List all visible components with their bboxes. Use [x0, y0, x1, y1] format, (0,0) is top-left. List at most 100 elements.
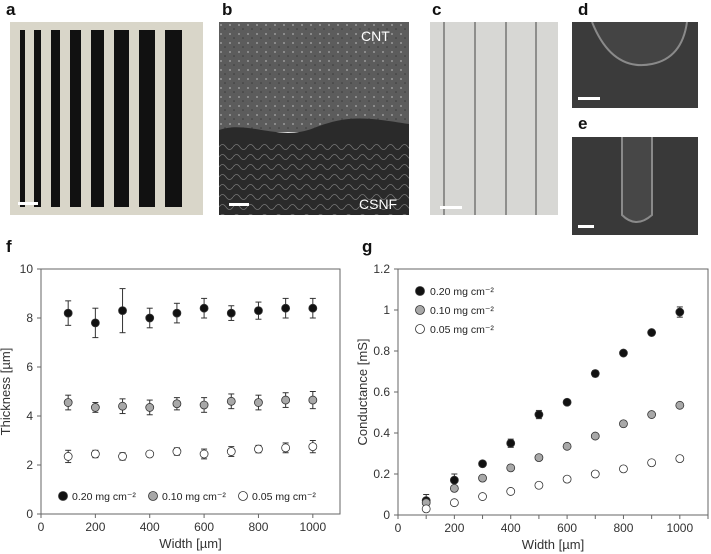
data-point [647, 458, 657, 468]
data-point [534, 453, 544, 463]
printed-stripe [34, 30, 41, 207]
data-point [254, 306, 263, 316]
data-point [308, 303, 318, 313]
data-point [254, 444, 263, 454]
printed-stripe [139, 30, 155, 207]
x-tick-label: 600 [557, 521, 577, 535]
data-point [281, 303, 291, 313]
data-point [281, 395, 291, 405]
data-point [647, 410, 657, 419]
panel-label-d: d [578, 0, 589, 19]
data-point [590, 431, 600, 441]
optical-trench-image [430, 22, 558, 215]
data-point [226, 308, 236, 318]
data-point [199, 303, 209, 313]
y-tick-label: 0 [383, 508, 390, 522]
legend-label: 0.20 mg cm⁻² [430, 286, 494, 298]
data-point [145, 449, 155, 459]
y-tick-label: 1.2 [373, 262, 390, 276]
sem-detail-e [572, 137, 698, 235]
y-tick-label: 0.4 [373, 426, 390, 440]
data-point [172, 447, 182, 456]
x-tick-label: 400 [501, 521, 521, 535]
scale-bar [18, 202, 38, 205]
plot-frame [40, 268, 341, 515]
x-axis-title: Width [µm] [159, 536, 221, 551]
data-point [534, 480, 544, 490]
data-point [172, 399, 182, 409]
printed-stripe [165, 30, 182, 207]
scale-bar [578, 225, 594, 228]
panel-label-b: b [222, 0, 233, 19]
thickness-chart: 0 200 400 600 800 1000 0 2 4 6 8 10 Width [µm] Thickn… [0, 262, 341, 551]
printed-stripe [70, 30, 81, 207]
data-point [619, 419, 628, 429]
data-point [226, 396, 236, 406]
data-point [281, 443, 291, 453]
y-tick-label: 0 [26, 507, 33, 521]
data-point [63, 452, 73, 461]
data-point [675, 400, 685, 410]
data-point [506, 438, 516, 448]
legend-marker [148, 491, 158, 501]
y-axis-title: Thickness [µm] [0, 348, 13, 436]
y-tick-label: 10 [20, 262, 34, 276]
data-point [421, 504, 431, 514]
sem-detail-image-e [572, 137, 698, 235]
legend-label: 0.10 mg cm⁻² [430, 305, 494, 317]
cross-section-micrograph: CNT CSNF [219, 22, 409, 215]
y-tick-label: 4 [26, 409, 33, 423]
y-axis-title: Conductance [mS] [355, 339, 370, 446]
data-point [478, 492, 487, 501]
data-point [562, 397, 572, 407]
x-tick-label: 1000 [299, 520, 326, 534]
legend-label: 0.05 mg cm⁻² [252, 491, 316, 503]
data-point [308, 395, 318, 405]
x-tick-label: 0 [395, 521, 402, 535]
data-point [506, 487, 516, 496]
legend-marker [415, 324, 425, 334]
legend-marker [415, 286, 425, 296]
data-point [145, 403, 155, 412]
data-point [675, 307, 685, 317]
data-point [478, 473, 487, 483]
cnt-layer-label: CNT [361, 28, 390, 44]
data-point [90, 318, 100, 328]
data-point [199, 400, 209, 410]
printed-stripe [20, 30, 25, 207]
y-tick-label: 2 [26, 458, 33, 472]
x-tick-label: 0 [38, 520, 45, 534]
x-tick-label: 600 [194, 520, 214, 534]
data-point [118, 306, 127, 316]
data-point [63, 308, 73, 318]
panel-label-g: g [362, 237, 373, 256]
data-point [63, 398, 73, 407]
data-point [590, 369, 600, 378]
data-point [562, 441, 572, 451]
legend-label: 0.05 mg cm⁻² [430, 324, 494, 336]
y-tick-label: 8 [26, 311, 33, 325]
y-tick-label: 0.6 [373, 385, 390, 399]
x-axis-title: Width [µm] [522, 537, 584, 552]
data-point [226, 447, 236, 456]
scale-bar [578, 97, 600, 100]
data-point [90, 449, 100, 459]
x-tick-label: 800 [613, 521, 633, 535]
data-point [199, 449, 209, 459]
y-tick-label: 6 [26, 360, 33, 374]
data-point [562, 474, 572, 484]
data-point [118, 401, 127, 411]
panel-label-e: e [578, 114, 588, 133]
printed-stripe [114, 30, 129, 207]
data-point [90, 403, 100, 412]
legend-marker [58, 491, 68, 501]
y-tick-label: 0.8 [373, 344, 390, 358]
scale-bar [229, 203, 249, 206]
data-point [254, 398, 263, 407]
data-point [145, 313, 155, 323]
sem-detail-d [572, 22, 698, 108]
stripe-pattern-photo [10, 22, 203, 215]
data-point [619, 348, 628, 358]
x-tick-label: 1000 [666, 521, 693, 535]
legend-label: 0.10 mg cm⁻² [162, 491, 226, 503]
